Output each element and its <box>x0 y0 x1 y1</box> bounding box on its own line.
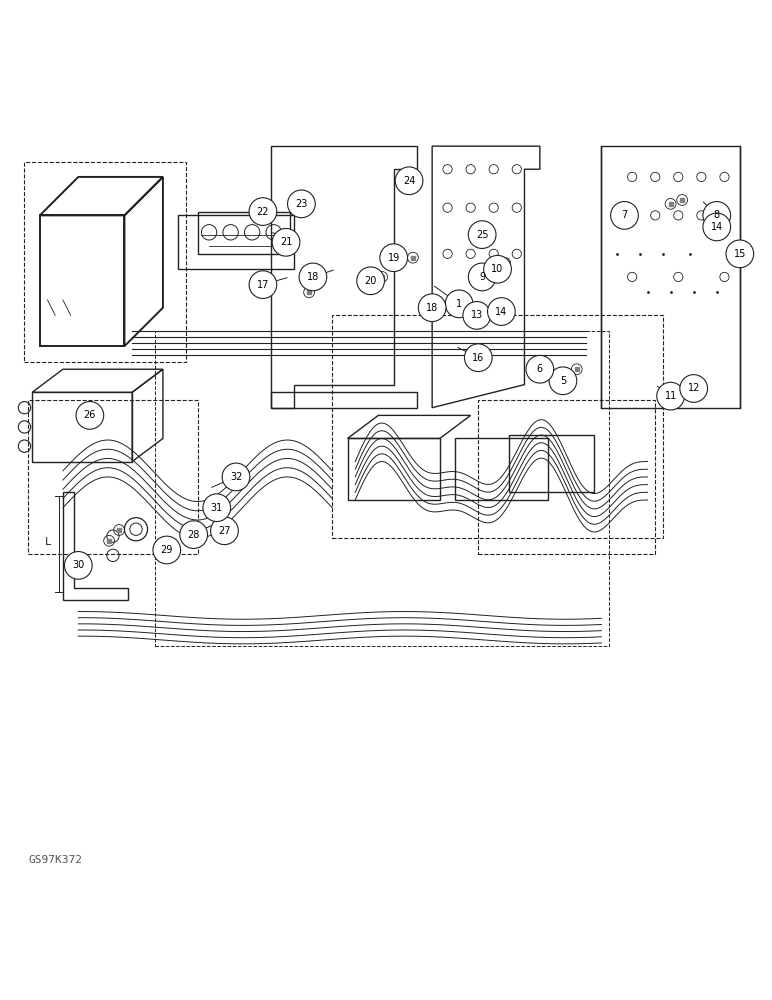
Text: 11: 11 <box>665 391 677 401</box>
Text: 24: 24 <box>403 176 415 186</box>
Circle shape <box>512 165 521 174</box>
Circle shape <box>512 203 521 212</box>
Circle shape <box>489 249 498 258</box>
Circle shape <box>299 263 327 291</box>
Text: GS97K372: GS97K372 <box>29 855 83 865</box>
Circle shape <box>469 221 496 248</box>
Text: 27: 27 <box>218 526 231 536</box>
Text: L: L <box>45 537 51 547</box>
Text: 29: 29 <box>161 545 173 555</box>
Circle shape <box>418 294 446 322</box>
Circle shape <box>628 272 637 282</box>
Circle shape <box>466 249 476 258</box>
Circle shape <box>469 263 496 291</box>
Circle shape <box>484 255 511 283</box>
Circle shape <box>628 172 637 182</box>
Circle shape <box>443 203 452 212</box>
Circle shape <box>657 382 685 410</box>
Text: 10: 10 <box>492 264 503 274</box>
Circle shape <box>211 517 239 545</box>
Circle shape <box>703 213 730 241</box>
Circle shape <box>249 271 277 298</box>
Text: 18: 18 <box>426 303 438 313</box>
Text: 6: 6 <box>537 364 543 374</box>
Circle shape <box>203 494 231 522</box>
Circle shape <box>549 367 577 395</box>
Circle shape <box>222 463 250 491</box>
Circle shape <box>273 228 300 256</box>
Text: 23: 23 <box>295 199 307 209</box>
Circle shape <box>628 211 637 220</box>
Text: 28: 28 <box>188 530 200 540</box>
Circle shape <box>512 249 521 258</box>
Text: 12: 12 <box>688 383 700 393</box>
Circle shape <box>488 298 515 325</box>
Circle shape <box>180 521 208 548</box>
Text: 9: 9 <box>479 272 486 282</box>
Text: 21: 21 <box>279 237 292 247</box>
Circle shape <box>680 375 707 402</box>
Circle shape <box>720 272 729 282</box>
Circle shape <box>651 211 660 220</box>
Circle shape <box>380 244 408 272</box>
Circle shape <box>697 211 706 220</box>
Text: 5: 5 <box>560 376 566 386</box>
Text: 26: 26 <box>83 410 96 420</box>
Text: 19: 19 <box>388 253 400 263</box>
Text: 20: 20 <box>364 276 377 286</box>
Text: 16: 16 <box>472 353 485 363</box>
Text: 14: 14 <box>711 222 723 232</box>
Circle shape <box>674 272 683 282</box>
Circle shape <box>726 240 753 268</box>
Text: 14: 14 <box>496 307 507 317</box>
Circle shape <box>65 552 92 579</box>
Circle shape <box>674 172 683 182</box>
Text: 30: 30 <box>73 560 84 570</box>
Circle shape <box>703 202 730 229</box>
Text: 18: 18 <box>306 272 319 282</box>
Circle shape <box>249 198 277 225</box>
Circle shape <box>445 290 473 318</box>
Circle shape <box>287 190 315 218</box>
Circle shape <box>465 344 493 372</box>
Circle shape <box>651 172 660 182</box>
Text: 22: 22 <box>256 207 269 217</box>
Text: 32: 32 <box>230 472 242 482</box>
Circle shape <box>720 211 729 220</box>
Circle shape <box>697 172 706 182</box>
Text: 31: 31 <box>211 503 223 513</box>
Circle shape <box>443 249 452 258</box>
Circle shape <box>357 267 384 295</box>
Circle shape <box>611 202 638 229</box>
Text: 13: 13 <box>471 310 483 320</box>
Circle shape <box>153 536 181 564</box>
Circle shape <box>720 172 729 182</box>
Circle shape <box>526 355 554 383</box>
Circle shape <box>463 302 491 329</box>
Text: 7: 7 <box>621 210 628 220</box>
Circle shape <box>674 211 683 220</box>
Text: 15: 15 <box>733 249 746 259</box>
Circle shape <box>466 165 476 174</box>
Text: 8: 8 <box>713 210 720 220</box>
Text: 17: 17 <box>257 280 269 290</box>
Circle shape <box>395 167 423 195</box>
Text: 1: 1 <box>456 299 462 309</box>
Circle shape <box>76 402 103 429</box>
Text: 25: 25 <box>476 230 489 240</box>
Circle shape <box>489 165 498 174</box>
Circle shape <box>489 203 498 212</box>
Circle shape <box>443 165 452 174</box>
Circle shape <box>466 203 476 212</box>
